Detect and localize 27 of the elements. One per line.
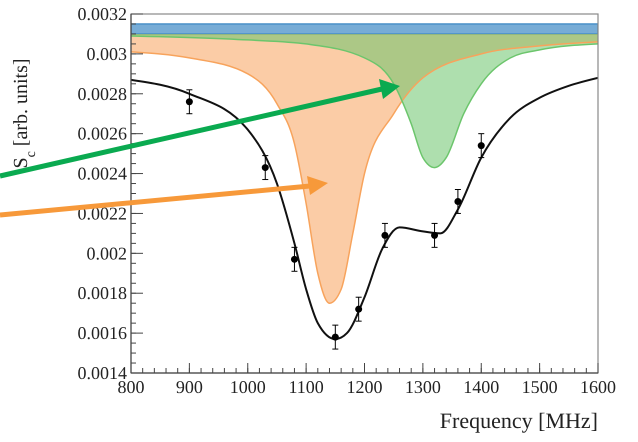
point (186, 98, 193, 106)
y-tick-label: 0.002 (86, 243, 127, 264)
x-tick-label: 1000 (230, 377, 266, 397)
y-tick-label: 0.0024 (78, 164, 127, 184)
point (355, 306, 362, 313)
point (332, 334, 339, 341)
y-tick-label: 0.003 (86, 44, 127, 64)
x-axis-title: Frequency [MHz] (440, 408, 598, 433)
point (290, 256, 298, 263)
y-tick-label: 0.0026 (78, 124, 127, 144)
point (431, 232, 438, 239)
x-tick-label: 1200 (346, 377, 382, 397)
x-tick-label: 1100 (288, 377, 324, 397)
y-tick-label: 0.0032 (78, 4, 127, 24)
y-tick-label: 0.0028 (78, 84, 127, 104)
point (262, 164, 269, 172)
point (454, 198, 462, 205)
line-series (131, 76, 598, 340)
x-tick-label: 1400 (463, 377, 500, 397)
point (478, 142, 485, 150)
point (381, 232, 388, 239)
x-tick-label: 1300 (404, 377, 441, 397)
x-tick-label: 1500 (522, 377, 558, 397)
x-tick-label: 1600 (580, 377, 616, 397)
x-tick-label: 900 (176, 377, 203, 397)
y-tick-label: 0.0018 (78, 283, 127, 304)
y-tick-label: 0.0016 (78, 323, 127, 344)
